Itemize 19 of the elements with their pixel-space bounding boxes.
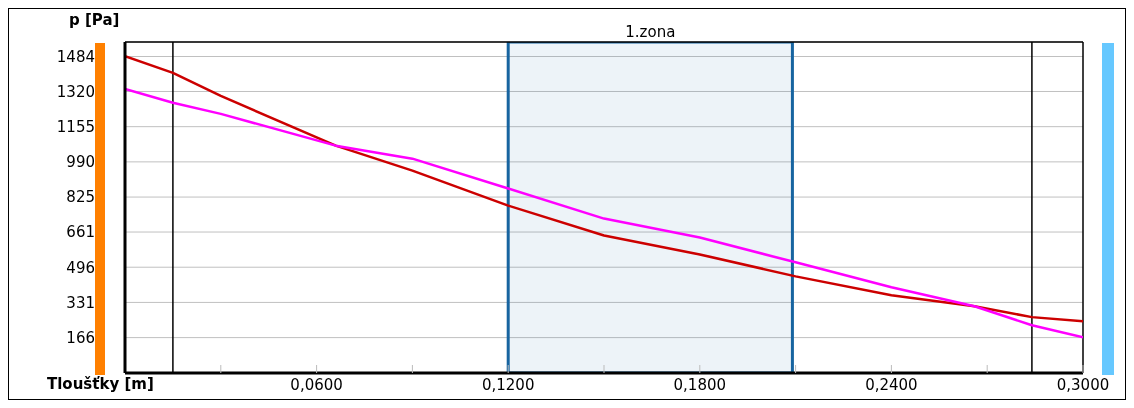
y-tick-label: 331 (66, 293, 95, 312)
x-tick-label: 0,1200 (481, 376, 535, 394)
y-tick-label: 990 (66, 153, 95, 172)
y-tick-label: 1484 (56, 47, 95, 66)
x-tick-label: 0,0600 (290, 376, 343, 394)
band-label: 1.zona (625, 23, 676, 41)
y-tick-label: 496 (66, 258, 95, 277)
x-tick-label: 0,2400 (865, 376, 918, 394)
y-tick-label: 1320 (56, 82, 95, 101)
y-tick-label: 166 (66, 328, 95, 347)
x-tick-label: 0,1800 (673, 376, 727, 394)
x-tick-label: 0,3000 (1056, 376, 1110, 394)
y-tick-label: 1155 (56, 117, 95, 136)
line-series (125, 54, 1083, 323)
line-series (125, 87, 1083, 339)
y-tick-label: 825 (66, 188, 95, 207)
x-axis-title: Tloušťky [m] (47, 375, 154, 393)
y-tick-label: 661 (66, 223, 95, 242)
y-axis-title: p [Pa] (69, 11, 120, 29)
